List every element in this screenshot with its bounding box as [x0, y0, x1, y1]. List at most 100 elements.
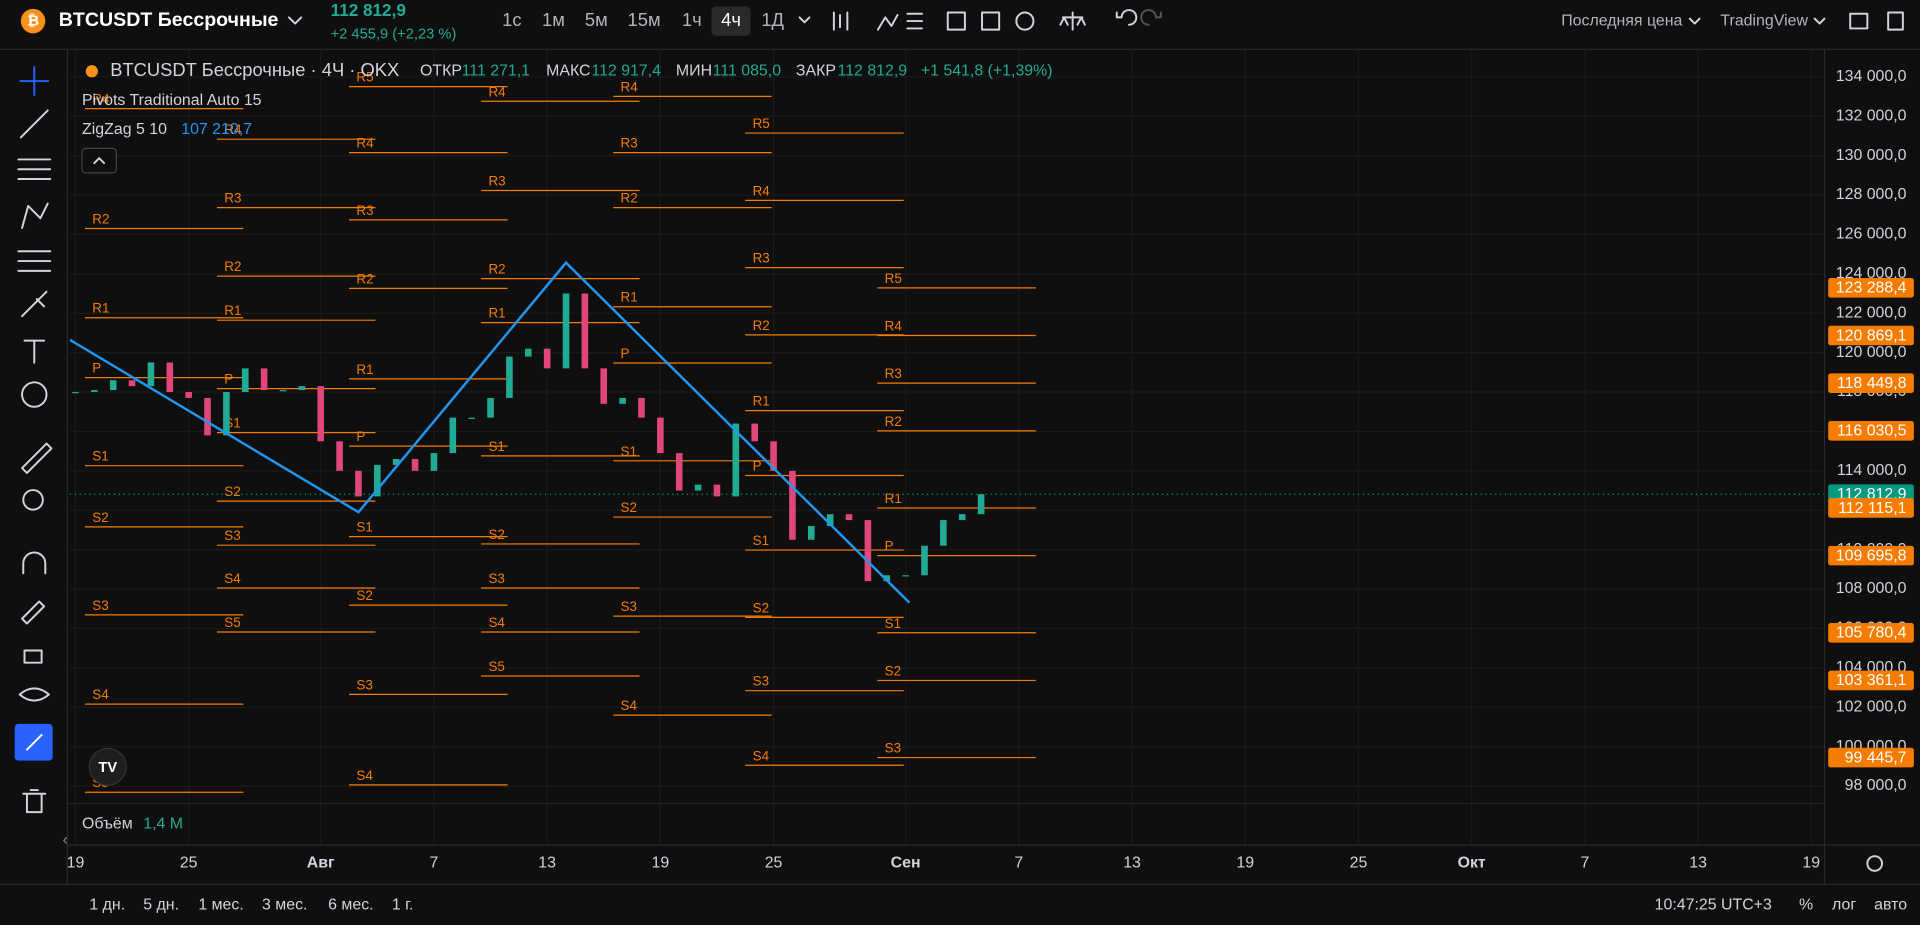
fullscreen-button[interactable]: [1887, 11, 1904, 31]
trendline-tool[interactable]: [19, 109, 49, 139]
timeframe[interactable]: 1с: [502, 9, 521, 30]
pivot-label: S1: [621, 444, 637, 459]
x-tick-label: 25: [1350, 855, 1368, 872]
layout-button[interactable]: [1849, 12, 1869, 30]
axis-settings[interactable]: [1866, 855, 1884, 872]
price-tag-label: 118 449,8: [1837, 375, 1907, 392]
draw-mode-tool[interactable]: [21, 600, 46, 625]
candle: [638, 397, 645, 418]
y-tick-label: 130 000,0: [1836, 147, 1907, 164]
range-button[interactable]: 1 дн.: [89, 896, 125, 913]
pivot-label: S4: [753, 748, 770, 763]
brush-tool[interactable]: [21, 290, 48, 318]
timeframe[interactable]: 4ч: [721, 9, 741, 30]
x-tick-label: 7: [430, 855, 439, 872]
legend-logo: [85, 65, 98, 78]
pattern-tool[interactable]: [21, 202, 49, 229]
candle: [449, 417, 457, 454]
settings-button[interactable]: [1015, 11, 1035, 31]
pivot-label: R1: [92, 301, 109, 316]
range-button[interactable]: 3 мес.: [262, 896, 307, 913]
range-button[interactable]: 5 дн.: [143, 896, 179, 913]
log-toggle[interactable]: лог: [1832, 896, 1856, 913]
ohlc-value: 112 812,9: [838, 62, 908, 79]
redo-button[interactable]: [1140, 9, 1162, 26]
range-button[interactable]: 1 г.: [392, 896, 414, 913]
price-type-dropdown[interactable]: [1688, 17, 1701, 25]
legend-collapse[interactable]: [81, 147, 117, 174]
timeframe[interactable]: 1Д: [761, 9, 784, 30]
icon-tool[interactable]: [21, 381, 48, 408]
auto-toggle[interactable]: авто: [1874, 896, 1907, 913]
legend-zigzag[interactable]: ZigZag 5 10: [82, 121, 167, 138]
price-tag: [1828, 545, 1914, 566]
zoom-tool[interactable]: [22, 489, 44, 511]
fib-tool[interactable]: [17, 158, 52, 181]
candle: [374, 464, 381, 497]
x-tick-label: 19: [1802, 855, 1820, 872]
timeframe[interactable]: 5м: [585, 9, 608, 30]
candle: [260, 368, 268, 391]
pivot-label: S3: [356, 677, 372, 692]
legend-ohlc: ОТКР 111 271,1 МАКС 112 917,4 МИН 111 085,0 ЗА…: [420, 62, 907, 79]
header-change: +2 455,9 (+2,23 %): [331, 26, 457, 42]
x-tick-label: 25: [765, 855, 783, 872]
candle: [940, 520, 947, 546]
range-button[interactable]: 1 мес.: [198, 896, 243, 913]
undo-button[interactable]: [1115, 9, 1138, 26]
pivot-label: S3: [753, 674, 769, 689]
tv-logo[interactable]: [88, 747, 127, 786]
y-tick-label: 122 000,0: [1836, 304, 1907, 321]
compare-button[interactable]: [1059, 11, 1086, 31]
price-tag: [1828, 747, 1914, 768]
legend-pivots[interactable]: Pivots Traditional Auto 15: [82, 92, 262, 109]
candle: [543, 348, 551, 369]
magnet-tool[interactable]: [22, 551, 47, 575]
pivot-label: P: [356, 429, 365, 444]
text-tool[interactable]: [23, 339, 46, 364]
indicators-button[interactable]: [876, 12, 924, 31]
pivot-label: S2: [92, 510, 108, 525]
lock-tool[interactable]: [23, 649, 43, 664]
crosshair-tool[interactable]: [19, 66, 49, 96]
ruler-tool[interactable]: [21, 442, 53, 474]
forecast-tool[interactable]: [17, 250, 52, 272]
candle: [694, 484, 702, 491]
timeframe[interactable]: 1ч: [682, 9, 702, 30]
pivot-label: R2: [224, 259, 241, 274]
candle: [91, 390, 98, 393]
pivot-label: S2: [753, 600, 769, 615]
y-tick-label: 128 000,0: [1836, 186, 1907, 203]
delete-tool[interactable]: [22, 789, 47, 814]
percent-toggle[interactable]: %: [1799, 896, 1813, 913]
range-button[interactable]: 6 мес.: [328, 896, 373, 913]
pivot-label: R3: [224, 191, 241, 206]
candle: [562, 293, 570, 369]
symbol-logo[interactable]: [20, 8, 46, 34]
price-tag-label: 116 030,5: [1837, 423, 1907, 440]
y-tick-label: 132 000,0: [1836, 107, 1907, 124]
candle: [223, 392, 230, 436]
x-tick-label: 19: [1236, 855, 1254, 872]
brand-dropdown[interactable]: [1813, 17, 1826, 25]
collapse-toolbar[interactable]: ‹: [62, 831, 67, 848]
link-glyph: [25, 733, 43, 751]
symbol-dropdown[interactable]: [288, 16, 303, 25]
volume-label[interactable]: Объём: [82, 816, 133, 833]
candle: [468, 417, 475, 419]
timeframe-dropdown[interactable]: [798, 16, 811, 24]
legend-symbol[interactable]: BTCUSDT Бессрочные · 4Ч · OKX: [110, 59, 399, 80]
visibility-tool[interactable]: [18, 687, 50, 702]
chart-type-button[interactable]: [832, 11, 849, 31]
symbol-name[interactable]: BTCUSDT Бессрочные: [59, 9, 279, 31]
price-tag: [1828, 278, 1914, 298]
timeframe[interactable]: 15м: [628, 9, 661, 30]
price-type[interactable]: Последняя цена: [1561, 12, 1682, 29]
candle: [166, 362, 174, 393]
timeframe[interactable]: 1м: [542, 9, 565, 30]
templates-button[interactable]: [946, 11, 1001, 31]
candle: [958, 514, 966, 521]
clock[interactable]: 10:47:25 UTC+3: [1655, 896, 1772, 913]
brand[interactable]: TradingView: [1720, 12, 1808, 29]
pivot-label: R1: [885, 491, 902, 506]
